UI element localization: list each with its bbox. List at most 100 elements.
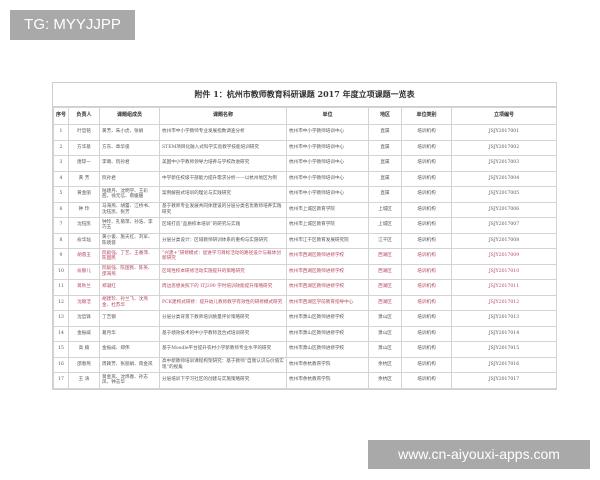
cell-unit-type: 培训机构	[401, 263, 452, 280]
cell-project-title: “兴建+”研修模式：促进学习目标活动的路径设计与载体创新研究	[159, 248, 287, 265]
table-row: 1 叶哲铭 黄芳、朱小虎、张娟 杭州市中小学教师专业发展指数调查分析 杭州市中小学教师培…	[53, 124, 557, 141]
cell-project-code: JSJY2017014	[451, 325, 557, 342]
cell-seq: 16	[53, 356, 69, 373]
column-header-members: 课题组成员	[99, 107, 160, 125]
cell-seq: 15	[53, 341, 69, 358]
cell-members: 陆建丹、沈明学、王彩茜、徐元信、蔡媛媛	[99, 186, 160, 203]
cell-unit-type: 培训机构	[401, 325, 452, 342]
cell-region: 江干区	[368, 232, 402, 249]
cell-leader: 王 涛	[68, 372, 100, 389]
cell-region: 余杭区	[368, 356, 402, 373]
table-row: 7 沈钰凯 钟玲、孔菊萍、孙浩、李巧玉 区域打造“品质校本培训”的研究与实践 杭州市上城…	[53, 217, 557, 234]
cell-project-title: PCK建构式研修：提升幼儿教师教学有效性的研修模式研究	[159, 294, 287, 311]
cell-region: 萧山区	[368, 341, 402, 358]
table-row: 9 胡蓉玉 阮毅强、丁艺、王番萍、陈国民 “兴建+”研修模式：促进学习目标活动的路径设…	[53, 248, 557, 265]
cell-project-code: JSJY2017002	[451, 139, 557, 156]
cell-unit-type: 培训机构	[401, 217, 452, 234]
cell-members: 钟玲、孔菊萍、孙浩、李巧玉	[99, 217, 160, 234]
cell-seq: 11	[53, 279, 69, 296]
overlay-label: TG: MYYJJPP	[10, 10, 135, 40]
cell-seq: 13	[53, 310, 69, 327]
table-row: 10 俞静儿 阮毅强、陈国民、陈英、邵海燕 区域性校本研修活动实施提升的策略研究 杭州市…	[53, 263, 557, 280]
cell-leader: 叶哲铭	[68, 124, 100, 141]
cell-seq: 9	[53, 248, 69, 265]
cell-region: 上城区	[368, 217, 402, 234]
cell-leader: 蒋秋兰	[68, 279, 100, 296]
cell-seq: 3	[53, 155, 69, 172]
cell-members: 胡建珍、孙兰飞、沈燕金、杜苏华	[99, 294, 160, 311]
cell-seq: 17	[53, 372, 69, 389]
column-header-project-code: 立项编号	[451, 107, 557, 125]
column-header-seq: 序号	[53, 107, 69, 125]
cell-region: 直属	[368, 139, 402, 156]
cell-leader: 金振威	[68, 325, 100, 342]
cell-unit: 杭州市江干区教育发展研究院	[286, 232, 369, 249]
table-row: 15 高 楠金振威、郑伟 基于Moodle平台提升农村小学新教师专业水平的研究 杭州市…	[53, 341, 557, 358]
table-header-row: 序号 负责人 课题组成员 课题名称 单位 地区 单位类别 立项编号	[53, 107, 557, 125]
cell-leader: 胡蓉玉	[68, 248, 100, 265]
cell-project-code: JSJY2017004	[451, 170, 557, 187]
cell-leader: 邵春燕	[68, 356, 100, 373]
cell-unit-type: 培训机构	[401, 279, 452, 296]
cell-project-code: JSJY2017016	[451, 356, 557, 373]
cell-unit-type: 培训机构	[401, 310, 452, 327]
cell-leader: 俞静儿	[68, 263, 100, 280]
cell-members: 周颖芳、张丽娟、蒋金岚	[99, 356, 160, 373]
cell-members: 黄芳、朱小虎、张娟	[99, 124, 160, 141]
cell-members: 金振威、郑伟	[99, 341, 160, 358]
cell-project-code: JSJY2017017	[451, 372, 557, 389]
cell-unit-type: 培训机构	[401, 372, 452, 389]
cell-region: 西湖区	[368, 263, 402, 280]
cell-project-title: 分层培训下学习社区的创建与实施策略研究	[159, 372, 287, 389]
cell-region: 直属	[368, 155, 402, 172]
cell-unit: 杭州市中小学教师培训中心	[286, 124, 369, 141]
cell-members: 阮孙君	[99, 170, 160, 187]
cell-unit: 杭州市西湖区教师进修学校	[286, 263, 369, 280]
cell-unit: 杭州市萧山区教师进修学校	[286, 310, 369, 327]
cell-unit-type: 培训机构	[401, 155, 452, 172]
column-header-leader: 负责人	[68, 107, 100, 125]
cell-members: 阮毅强、丁艺、王番萍、陈国民	[99, 248, 160, 265]
cell-project-title: 基于绩效技术的中小学教师混合式培训研究	[159, 325, 287, 342]
cell-seq: 14	[53, 325, 69, 342]
cell-leader: 沈哲锋	[68, 310, 100, 327]
cell-region: 余杭区	[368, 372, 402, 389]
cell-project-title: 基于Moodle平台提升农村小学新教师专业水平的研究	[159, 341, 287, 358]
cell-seq: 10	[53, 263, 69, 280]
cell-region: 直属	[368, 186, 402, 203]
table-row: 8 俞华灿 黄小俊、施天红、刘军、陈晓蓉 分层分类设计：区域教师研训体系的重构与实施研…	[53, 232, 557, 249]
cell-members: 阮毅强、陈国民、陈英、邵海燕	[99, 263, 160, 280]
cell-project-code: JSJY2017001	[451, 124, 557, 141]
table-row: 2 方华基 方东、章华俊 STEM项目化融入式科学实验教学技能培训研究 杭州市中小学教师…	[53, 139, 557, 156]
cell-leader: 钟 玲	[68, 201, 100, 218]
document-table-page: 附件 1：杭州市教师教育科研课题 2017 年度立项课题一览表 序号 负责人 课题组…	[52, 82, 557, 390]
cell-unit: 杭州市余杭教育学院	[286, 356, 369, 373]
column-header-region: 地区	[368, 107, 402, 125]
cell-project-title: 杭州市中小学教师专业发展指数调查分析	[159, 124, 287, 141]
cell-project-title: 美国中小学教师领导力培养与学校改进研究	[159, 155, 287, 172]
cell-project-code: JSJY2017006	[451, 201, 557, 218]
column-header-unit-type: 单位类别	[401, 107, 452, 125]
cell-members: 丁吉钢	[99, 310, 160, 327]
cell-members: 郑凝红	[99, 279, 160, 296]
cell-project-title: 高中新教师培训课程构架研究：基于教师“自我认识与价值实现”的视角	[159, 356, 287, 373]
column-header-unit: 单位	[286, 107, 369, 125]
cell-members: 黄小俊、施天红、刘军、陈晓蓉	[99, 232, 160, 249]
cell-unit: 杭州市余杭教育学院	[286, 372, 369, 389]
cell-unit: 杭州市西湖区教师进修学校	[286, 248, 369, 265]
cell-project-code: JSJY2017015	[451, 341, 557, 358]
cell-project-title: 基于教师专业发展共同体建设的分层分类名优教师培养实践研究	[159, 201, 287, 218]
cell-seq: 8	[53, 232, 69, 249]
cell-seq: 4	[53, 170, 69, 187]
cell-members: 李璐、阮孙君	[99, 155, 160, 172]
cell-unit-type: 培训机构	[401, 341, 452, 358]
cell-region: 上城区	[368, 201, 402, 218]
project-table: 序号 负责人 课题组成员 课题名称 单位 地区 单位类别 立项编号 1 叶哲铭 黄芳、朱小虎、张娟…	[53, 107, 557, 389]
table-row: 17 王 涛蒋金岚、沈炜春、孙志凤、钟志华 分层培训下学习社区的创建与实施策略研究杭…	[53, 372, 557, 389]
cell-project-code: JSJY2017007	[451, 217, 557, 234]
cell-leader: 黄 芳	[68, 170, 100, 187]
cell-members: 葛月华	[99, 325, 160, 342]
cell-region: 西湖区	[368, 248, 402, 265]
